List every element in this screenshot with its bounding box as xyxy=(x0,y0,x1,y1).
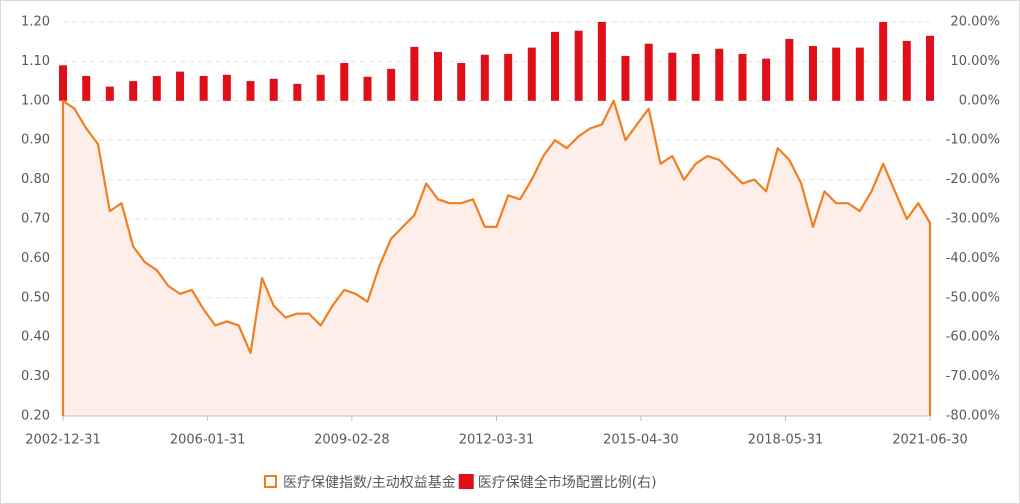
bar xyxy=(597,22,606,101)
bar xyxy=(410,46,419,101)
bar xyxy=(644,43,653,101)
bar xyxy=(176,71,185,101)
bar xyxy=(808,46,817,101)
y-tick-label: 0.50 xyxy=(21,290,50,305)
bar xyxy=(269,78,278,101)
y2-tick-label: -60.00% xyxy=(946,330,1000,345)
bar xyxy=(363,76,372,101)
bar xyxy=(59,65,67,101)
legend-swatch xyxy=(458,474,474,489)
bar xyxy=(293,83,302,101)
y2-tick-label: -30.00% xyxy=(946,212,1000,227)
y2-tick-label: -10.00% xyxy=(946,133,1000,148)
legend-label: 医疗保健全市场配置比例(右) xyxy=(478,474,657,491)
y2-tick-label: 0.00% xyxy=(959,93,1000,108)
y-tick-label: 1.00 xyxy=(21,93,50,108)
y-tick-label: 0.40 xyxy=(21,330,50,345)
bar xyxy=(199,75,208,101)
y-tick-label: 1.20 xyxy=(21,15,50,30)
x-tick-label: 2018-05-31 xyxy=(748,433,824,448)
bar xyxy=(902,40,911,101)
y-tick-label: 1.10 xyxy=(21,54,50,69)
bar xyxy=(152,75,161,101)
x-tick-label: 2009-02-28 xyxy=(314,433,390,448)
bar xyxy=(340,62,349,101)
bar xyxy=(715,48,724,101)
bar xyxy=(668,52,677,101)
bar xyxy=(621,55,630,101)
bar xyxy=(762,58,771,101)
y2-tick-label: -70.00% xyxy=(946,369,1000,384)
bar xyxy=(480,54,489,101)
bar xyxy=(222,74,231,101)
bar xyxy=(855,47,864,101)
bar xyxy=(738,53,747,101)
bar xyxy=(246,81,255,101)
bar xyxy=(832,47,841,101)
y-tick-label: 0.70 xyxy=(21,212,50,227)
bar xyxy=(879,22,888,101)
y-tick-label: 0.60 xyxy=(21,251,50,266)
legend-label: 医疗保健指数/主动权益基金 xyxy=(283,474,456,491)
y2-tick-label: 20.00% xyxy=(950,15,1000,30)
x-tick-label: 2015-04-30 xyxy=(603,433,679,448)
y-tick-label: 0.30 xyxy=(21,369,50,384)
bar xyxy=(926,35,934,101)
y-tick-label: 0.20 xyxy=(21,409,50,424)
x-tick-label: 2012-03-31 xyxy=(459,433,535,448)
bar xyxy=(129,81,138,101)
bar xyxy=(316,74,325,101)
line xyxy=(61,99,932,416)
bar xyxy=(387,68,396,101)
y2-tick-label: -20.00% xyxy=(946,172,1000,187)
x-tick-label: 2021-06-30 xyxy=(892,433,968,448)
legend: 医疗保健指数/主动权益基金 医疗保健全市场配置比例(右) xyxy=(264,474,657,491)
bar xyxy=(105,86,114,101)
bar xyxy=(504,53,513,101)
bar xyxy=(457,62,466,101)
bar xyxy=(82,75,91,101)
y2-tick-label: -80.00% xyxy=(946,409,1000,424)
y2-tick-label: 10.00% xyxy=(950,54,1000,69)
bar xyxy=(433,51,442,101)
y2-tick-label: -50.00% xyxy=(946,290,1000,305)
bar xyxy=(551,31,560,101)
legend-swatch xyxy=(264,475,277,488)
x-tick-label: 2006-01-31 xyxy=(170,433,246,448)
bar xyxy=(574,30,583,101)
y-tick-label: 0.90 xyxy=(21,133,50,148)
y-tick-label: 0.80 xyxy=(21,172,50,187)
bar xyxy=(527,47,536,101)
plot xyxy=(59,22,934,417)
area-fill xyxy=(63,100,930,417)
axes: 0.20 0.30 0.40 0.50 0.60 0.70 0.80 0.90 1.00 1.10… xyxy=(21,15,1000,448)
bar xyxy=(691,53,700,101)
y2-tick-label: -40.00% xyxy=(946,251,1000,266)
bar xyxy=(785,38,794,101)
x-tick-label: 2002-12-31 xyxy=(25,433,101,448)
